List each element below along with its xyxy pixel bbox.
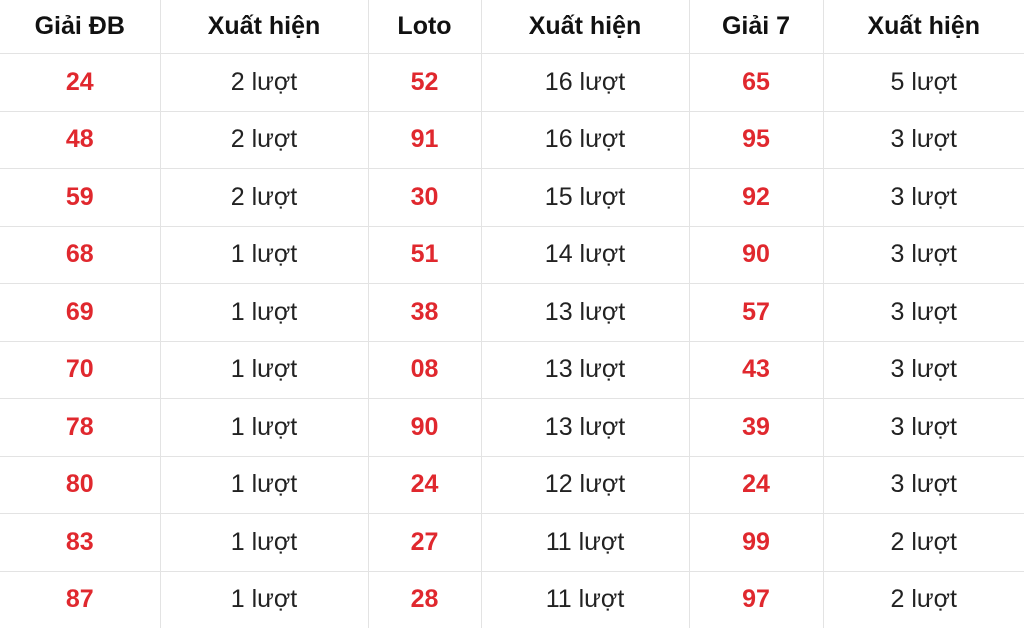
count-cell: 1 lượt (160, 571, 369, 628)
count-cell: 2 lượt (160, 111, 369, 169)
count-cell: 13 lượt (481, 341, 690, 399)
header-row: Giải ĐB Xuất hiện Loto Xuất hiện Giải 7 Xuất … (0, 0, 1024, 54)
count-cell: 14 lượt (481, 226, 690, 284)
number-cell: 51 (368, 226, 482, 284)
count-cell: 13 lượt (481, 398, 690, 457)
number-cell: 57 (689, 283, 824, 342)
number-cell: 78 (0, 398, 161, 457)
number-cell: 48 (0, 111, 161, 169)
number-cell: 68 (0, 226, 161, 284)
number-cell: 65 (689, 53, 824, 112)
number-cell: 92 (689, 168, 824, 227)
number-cell: 52 (368, 53, 482, 112)
number-cell: 30 (368, 168, 482, 227)
count-cell: 1 lượt (160, 513, 369, 572)
count-cell: 3 lượt (823, 283, 1024, 342)
number-cell: 97 (689, 571, 824, 628)
number-cell: 90 (689, 226, 824, 284)
count-cell: 3 lượt (823, 341, 1024, 399)
count-cell: 11 lượt (481, 571, 690, 628)
number-cell: 95 (689, 111, 824, 169)
number-cell: 87 (0, 571, 161, 628)
column-header-loto: Loto (368, 0, 482, 54)
count-cell: 16 lượt (481, 111, 690, 169)
count-cell: 1 lượt (160, 456, 369, 514)
column-header-giai-7: Giải 7 (689, 0, 824, 54)
table-row: 83 1 lượt 27 11 lượt 99 2 lượt (0, 513, 1024, 572)
count-cell: 11 lượt (481, 513, 690, 572)
table-row: 24 2 lượt 52 16 lượt 65 5 lượt (0, 53, 1024, 112)
count-cell: 3 lượt (823, 398, 1024, 457)
table-row: 70 1 lượt 08 13 lượt 43 3 lượt (0, 341, 1024, 399)
number-cell: 70 (0, 341, 161, 399)
column-header-xuat-hien: Xuất hiện (823, 0, 1024, 54)
table-row: 80 1 lượt 24 12 lượt 24 3 lượt (0, 456, 1024, 514)
count-cell: 1 lượt (160, 398, 369, 457)
count-cell: 2 lượt (160, 168, 369, 227)
count-cell: 12 lượt (481, 456, 690, 514)
number-cell: 08 (368, 341, 482, 399)
number-cell: 91 (368, 111, 482, 169)
column-header-giai-db: Giải ĐB (0, 0, 161, 54)
count-cell: 1 lượt (160, 341, 369, 399)
number-cell: 43 (689, 341, 824, 399)
count-cell: 2 lượt (160, 53, 369, 112)
table-row: 69 1 lượt 38 13 lượt 57 3 lượt (0, 283, 1024, 342)
number-cell: 83 (0, 513, 161, 572)
number-cell: 24 (689, 456, 824, 514)
table-row: 68 1 lượt 51 14 lượt 90 3 lượt (0, 226, 1024, 284)
table-row: 78 1 lượt 90 13 lượt 39 3 lượt (0, 398, 1024, 457)
table-row: 87 1 lượt 28 11 lượt 97 2 lượt (0, 571, 1024, 628)
number-cell: 24 (0, 53, 161, 112)
number-cell: 39 (689, 398, 824, 457)
number-cell: 27 (368, 513, 482, 572)
number-cell: 80 (0, 456, 161, 514)
count-cell: 5 lượt (823, 53, 1024, 112)
number-cell: 24 (368, 456, 482, 514)
number-cell: 38 (368, 283, 482, 342)
number-cell: 99 (689, 513, 824, 572)
count-cell: 3 lượt (823, 111, 1024, 169)
count-cell: 2 lượt (890, 585, 957, 614)
count-cell: 2 lượt (823, 513, 1024, 572)
count-cell: 13 lượt (481, 283, 690, 342)
table-row: 59 2 lượt 30 15 lượt 92 3 lượt (0, 168, 1024, 227)
count-cell: 15 lượt (481, 168, 690, 227)
count-cell: 1 lượt (160, 283, 369, 342)
column-header-xuat-hien: Xuất hiện (481, 0, 690, 54)
table-row: 48 2 lượt 91 16 lượt 95 3 lượt (0, 111, 1024, 169)
count-cell: 1 lượt (160, 226, 369, 284)
count-cell: 3 lượt (823, 168, 1024, 227)
number-cell: 59 (0, 168, 161, 227)
count-cell: 3 lượt (823, 226, 1024, 284)
count-cell: 3 lượt (823, 456, 1024, 514)
count-cell: 16 lượt (481, 53, 690, 112)
column-header-xuat-hien: Xuất hiện (160, 0, 369, 54)
number-cell: 69 (0, 283, 161, 342)
number-cell: 28 (368, 571, 482, 628)
number-cell: 90 (368, 398, 482, 457)
